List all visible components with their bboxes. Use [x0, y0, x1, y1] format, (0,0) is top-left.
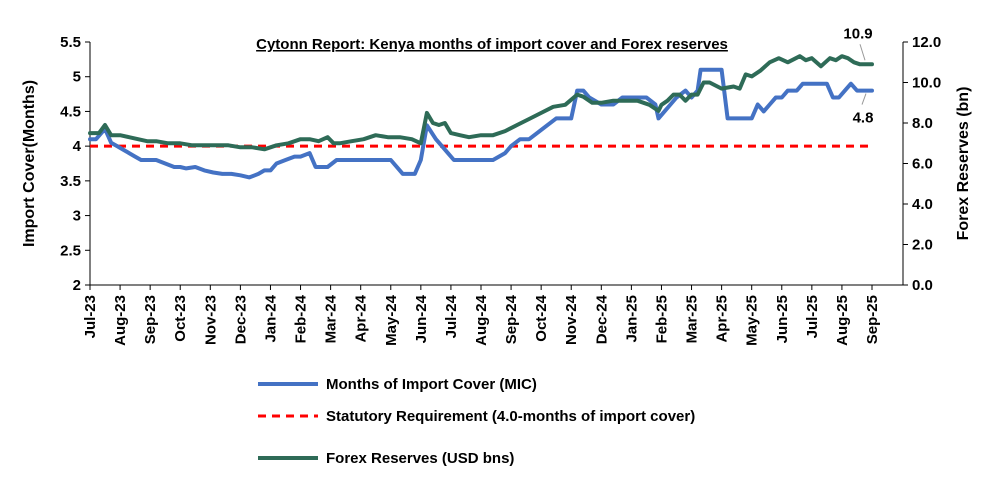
y-left-tick-label: 3 [73, 208, 81, 225]
legend-label-2: Forex Reserves (USD bns) [326, 450, 514, 467]
y-left-tick-label: 5 [73, 69, 81, 86]
annotation-leader [859, 44, 866, 61]
x-tick-label: Feb-25 [653, 295, 670, 343]
x-tick-label: Aug-23 [112, 295, 129, 346]
x-tick-label: Nov-23 [202, 295, 219, 345]
y-left-tick-label: 4.5 [60, 103, 81, 120]
x-tick-label: Sep-24 [503, 294, 520, 344]
x-tick-label: Jan-24 [262, 294, 279, 342]
chart-title: Cytonn Report: Kenya months of import co… [256, 36, 728, 53]
y-right-tick-label: 8.0 [912, 115, 933, 132]
x-tick-label: Sep-23 [142, 295, 159, 344]
legend: Months of Import Cover (MIC) Statutory Re… [258, 376, 695, 467]
x-tick-label: May-25 [744, 295, 761, 346]
x-tick-label: Aug-25 [834, 295, 851, 346]
legend-label-0: Months of Import Cover (MIC) [326, 376, 537, 393]
x-tick-label: Mar-24 [323, 294, 340, 343]
y-left-tick-label: 2 [73, 277, 81, 294]
x-tick-label: Dec-23 [232, 295, 249, 344]
axes: 2 2.5 3 3.5 4 4.5 5 5.5 0.0 2.0 4.0 6.0 8.0 10.0 12.0 J… [21, 34, 972, 346]
y-right-tick-label: 4.0 [912, 196, 933, 213]
x-tick-label: Apr-24 [353, 294, 370, 342]
annotation-label: 10.9 [843, 25, 872, 42]
y-left-tick-label: 4 [73, 138, 82, 155]
annotation-leader [861, 93, 867, 105]
x-tick-label: Mar-25 [684, 295, 701, 343]
x-tick-label: May-24 [383, 294, 400, 346]
series-line-2 [88, 54, 874, 152]
series-line-0 [88, 67, 874, 180]
x-tick-label: Jun-25 [774, 295, 791, 343]
y-right-tick-label: 6.0 [912, 156, 933, 173]
x-tick-label: Oct-24 [533, 294, 550, 341]
x-tick-label: Sep-25 [864, 295, 881, 344]
y-axis-left-title: Import Cover(Months) [21, 80, 38, 247]
x-tick-label: Dec-24 [593, 294, 610, 344]
x-tick-label: Feb-24 [293, 294, 310, 343]
legend-label-1: Statutory Requirement (4.0-months of imp… [326, 408, 695, 425]
annotation-label: 4.8 [853, 110, 874, 127]
x-tick-label: Jul-24 [443, 294, 460, 338]
annotations: 10.9 4.8 [843, 25, 873, 126]
y-left-tick-label: 3.5 [60, 173, 81, 190]
y-right-tick-label: 0.0 [912, 277, 933, 294]
x-tick-label: Apr-25 [714, 295, 731, 343]
x-tick-label: Jul-23 [82, 295, 99, 338]
x-tick-label: Oct-23 [172, 295, 189, 342]
x-tick-label: Jul-25 [804, 295, 821, 338]
y-left-tick-label: 2.5 [60, 242, 81, 259]
y-right-tick-label: 10.0 [912, 75, 941, 92]
x-tick-label: Jan-25 [623, 295, 640, 343]
y-right-tick-label: 2.0 [912, 237, 933, 254]
y-left-tick-label: 5.5 [60, 34, 81, 51]
x-tick-label: Aug-24 [473, 294, 490, 345]
x-tick-label: Jun-24 [413, 294, 430, 343]
y-right-tick-label: 12.0 [912, 34, 941, 51]
x-tick-label: Nov-24 [563, 294, 580, 345]
plot-area [88, 54, 874, 180]
y-axis-right-title: Forex Reserves (bn) [955, 87, 972, 241]
